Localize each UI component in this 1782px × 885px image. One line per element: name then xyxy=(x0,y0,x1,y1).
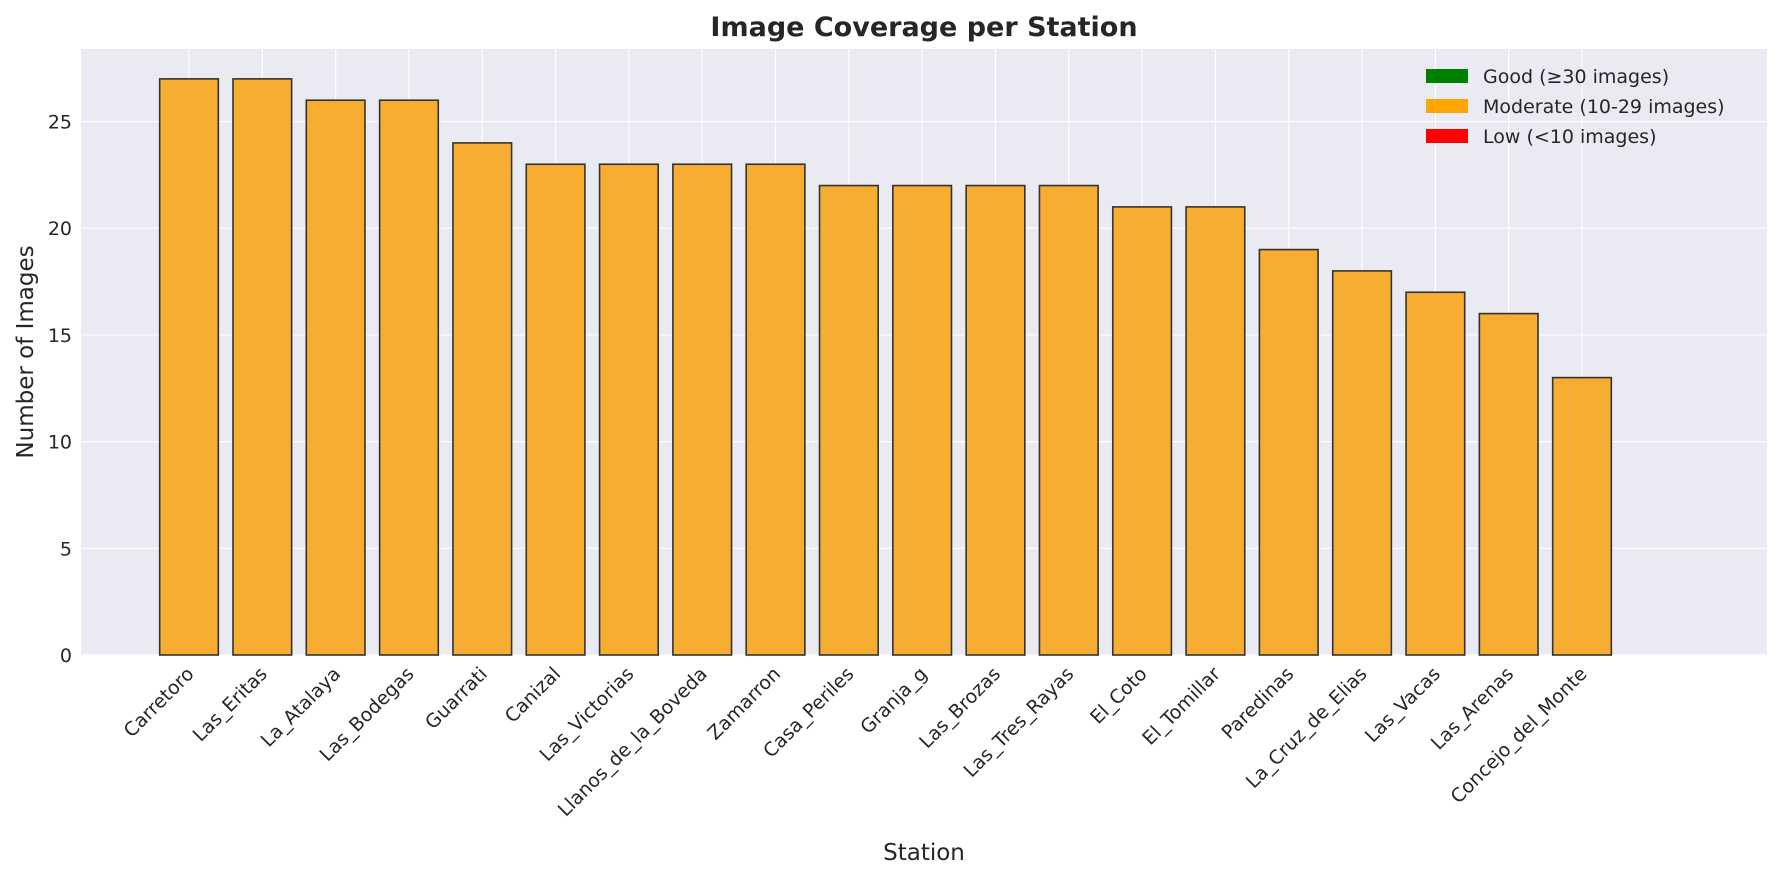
legend: Good (≥30 images) Moderate (10-29 images)… xyxy=(1426,66,1725,148)
bar-las-vacas xyxy=(1405,291,1466,656)
legend-label: Low (<10 images) xyxy=(1483,126,1657,148)
y-tick-label: 10 xyxy=(48,432,72,454)
bar-granja-g xyxy=(892,184,953,656)
x-tick-label: Canizal xyxy=(501,663,565,727)
x-axis-label: Station xyxy=(883,840,965,866)
bar-las-eritas xyxy=(232,78,293,656)
y-tick-label: 20 xyxy=(48,218,72,240)
bar-las-victorias xyxy=(598,163,660,656)
legend-swatch xyxy=(1426,99,1468,113)
bar-la-cruz-de-elias xyxy=(1331,270,1393,656)
x-tick-label: El_Tomillar xyxy=(1138,663,1225,750)
y-axis-ticks: 0 5 10 15 20 25 xyxy=(48,112,72,667)
bar-las-bodegas xyxy=(378,99,440,656)
bar-las-brozas xyxy=(965,184,1026,656)
x-tick-label: Llanos_de_la_Boveda xyxy=(554,663,712,821)
legend-label: Moderate (10-29 images) xyxy=(1483,96,1725,118)
y-tick-label: 5 xyxy=(60,538,72,560)
bar-concejo-del-monte xyxy=(1551,376,1613,656)
x-tick-label: Concejo_del_Monte xyxy=(1446,663,1591,808)
bar-la-atalaya xyxy=(305,99,366,656)
bar-las-arenas xyxy=(1478,312,1539,656)
bar-zamarron xyxy=(745,163,806,656)
bars xyxy=(158,78,1613,656)
bar-las-tres-rayas xyxy=(1038,184,1099,656)
legend-swatch xyxy=(1426,69,1468,83)
y-axis-label: Number of Images xyxy=(13,245,39,458)
y-tick-label: 0 xyxy=(60,645,72,667)
x-tick-label: El_Coto xyxy=(1086,663,1152,729)
chart-title: Image Coverage per Station xyxy=(710,12,1137,43)
bar-casa-periles xyxy=(818,184,879,656)
bar-paredinas xyxy=(1258,248,1319,656)
bar-canizal xyxy=(525,163,586,656)
bar-carretoro xyxy=(158,78,220,656)
x-tick-label: Granja_g xyxy=(856,663,931,738)
bar-guarrati xyxy=(452,142,513,656)
bar-llanos-de-la-boveda xyxy=(672,163,733,656)
y-tick-label: 15 xyxy=(48,325,72,347)
x-tick-label: Carretoro xyxy=(120,663,199,742)
legend-swatch xyxy=(1426,129,1468,143)
x-axis-ticks: CarretoroLas_EritasLa_AtalayaLas_Bodegas… xyxy=(120,663,1592,821)
legend-label: Good (≥30 images) xyxy=(1483,66,1669,88)
y-tick-label: 25 xyxy=(48,112,72,134)
bar-el-tomillar xyxy=(1185,206,1246,656)
x-tick-label: La_Cruz_de_Elias xyxy=(1242,663,1372,793)
bar-el-coto xyxy=(1111,206,1173,656)
x-tick-label: Guarrati xyxy=(421,663,492,734)
